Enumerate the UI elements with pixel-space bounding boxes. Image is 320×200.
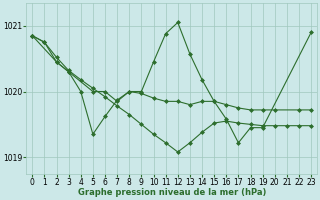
- X-axis label: Graphe pression niveau de la mer (hPa): Graphe pression niveau de la mer (hPa): [77, 188, 266, 197]
